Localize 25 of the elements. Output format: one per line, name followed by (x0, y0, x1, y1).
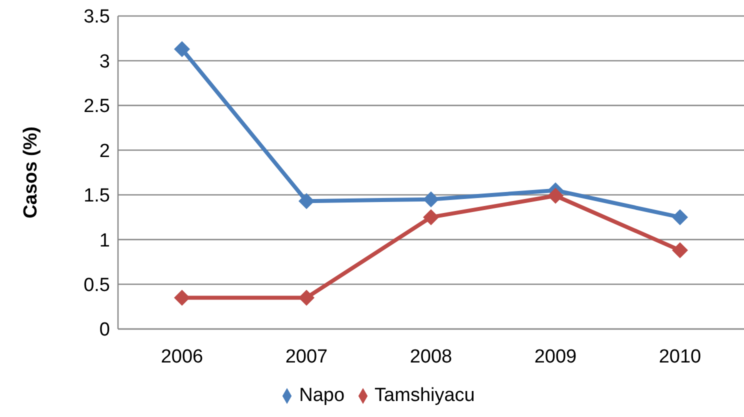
point (174, 41, 190, 58)
y-axis-title: Casos (%) (20, 126, 42, 218)
y-tick-label: 0.5 (84, 275, 110, 296)
point (174, 290, 190, 306)
y-tick-label: 3 (99, 51, 110, 72)
point (423, 209, 439, 226)
y-tick-label: 2.5 (84, 96, 110, 118)
x-tick-label: 2009 (534, 346, 577, 368)
point (423, 191, 439, 208)
x-tick-label: 2010 (658, 346, 702, 368)
point (298, 290, 314, 306)
x-tick-label: 2007 (285, 346, 328, 368)
x-tick-label: 2006 (160, 346, 204, 368)
y-tick-label: 3.5 (84, 6, 110, 28)
y-tick-label: 2 (99, 140, 110, 162)
x-tick-label: 2008 (410, 346, 452, 368)
point (548, 188, 564, 204)
legend-label: Tamshiyacu (374, 385, 475, 406)
point (672, 242, 688, 258)
y-tick-label: 1 (99, 230, 110, 252)
legend-label: Napo (299, 385, 345, 406)
y-tick-label: 0 (99, 320, 110, 341)
y-tick-label: 1.5 (84, 186, 110, 207)
point (672, 209, 688, 226)
point (298, 193, 314, 210)
